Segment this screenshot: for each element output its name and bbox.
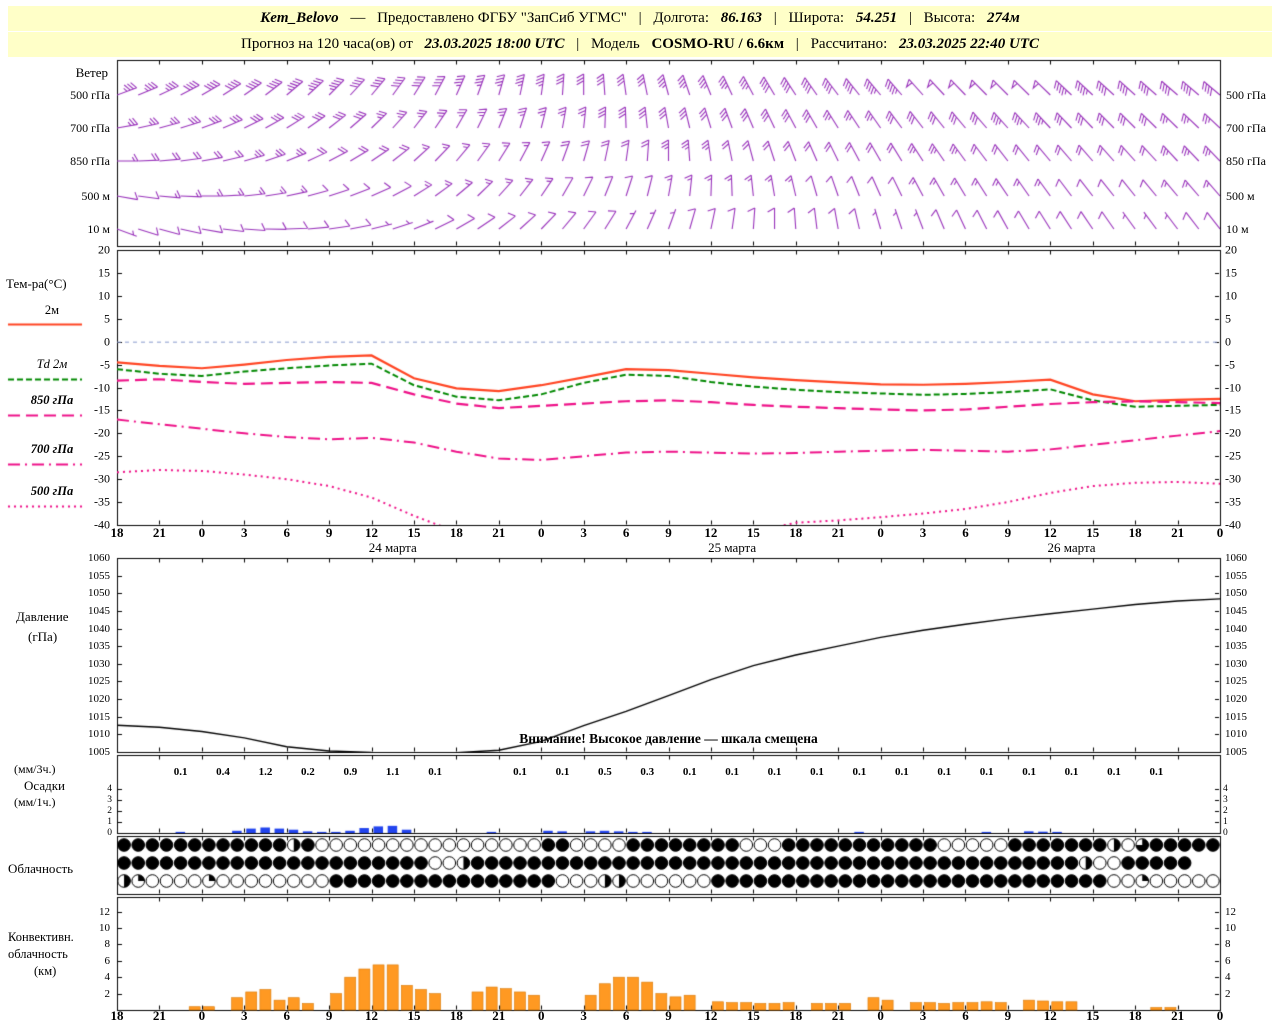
header-provided: Предоставлено ФГБУ "ЗапСиб УГМС": [377, 10, 627, 26]
latitude-label: Широта:: [788, 10, 845, 26]
station-name: Kem_Belovo: [260, 10, 339, 26]
model-value: COSMO-RU / 6.6км: [651, 36, 785, 52]
separator: |: [773, 10, 777, 26]
calculated-label: Рассчитано:: [810, 36, 888, 52]
latitude-value: 54.251: [855, 10, 898, 26]
model-label: Модель: [591, 36, 640, 52]
forecast-start-value: 23.03.2025 18:00 UTC: [424, 36, 565, 52]
longitude-label: Долгота:: [653, 10, 710, 26]
separator: |: [576, 36, 580, 52]
longitude-value: 86.163: [720, 10, 763, 26]
header-line-1: Kem_Belovo — Предоставлено ФГБУ "ЗапСиб …: [8, 6, 1272, 31]
header: Kem_Belovo — Предоставлено ФГБУ "ЗапСиб …: [8, 6, 1272, 57]
separator: |: [908, 10, 912, 26]
calculated-value: 23.03.2025 22:40 UTC: [899, 36, 1039, 52]
forecast-label: Прогноз на 120 часа(ов) от: [241, 36, 413, 52]
altitude-value: 274м: [986, 10, 1020, 26]
separator: |: [638, 10, 642, 26]
header-line-2: Прогноз на 120 часа(ов) от 23.03.2025 18…: [8, 32, 1272, 57]
altitude-label: Высота:: [923, 10, 976, 26]
header-dash: —: [350, 10, 366, 26]
separator: |: [795, 36, 799, 52]
